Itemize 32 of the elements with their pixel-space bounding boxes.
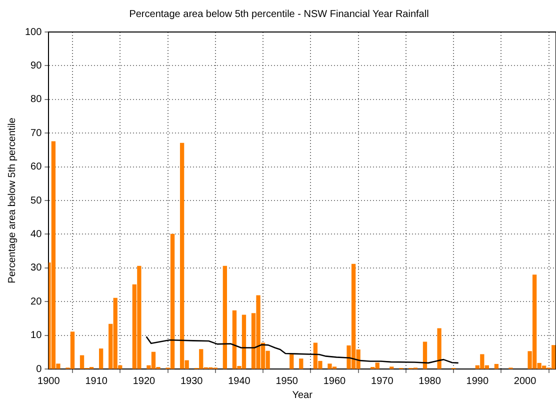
x-tick-label: 2000: [514, 376, 537, 387]
y-tick-label: 10: [30, 330, 42, 342]
y-tick-label: 30: [30, 262, 42, 274]
y-tick-label: 80: [30, 94, 42, 106]
y-axis-title: Percentage area below 5th percentile: [6, 117, 18, 284]
y-tick-label: 50: [30, 195, 42, 206]
y-tick-label: 60: [30, 162, 42, 173]
x-tick-label: 1980: [418, 376, 442, 387]
x-tick-label: 1990: [466, 376, 489, 387]
bar: [299, 358, 304, 369]
x-tick-label: 1920: [132, 376, 156, 387]
bar: [494, 364, 499, 369]
x-axis-title: Year: [292, 390, 314, 401]
bar: [422, 342, 428, 369]
bar: [222, 266, 228, 369]
bar: [99, 348, 104, 369]
x-tick-label: 1910: [85, 376, 108, 387]
x-tick-label: 1950: [276, 376, 298, 387]
y-tick-label: 90: [30, 60, 42, 72]
x-tick-label: 1900: [38, 376, 60, 387]
x-tick-label: 1960: [323, 376, 346, 387]
y-tick-label: 20: [30, 296, 42, 308]
y-tick-label: 100: [24, 26, 42, 38]
x-tick-label: 1930: [180, 376, 204, 387]
x-tick-label: 1970: [371, 376, 394, 387]
y-tick-label: 0: [36, 364, 42, 375]
x-tick-label: 1940: [228, 376, 251, 387]
bar: [437, 328, 442, 369]
bar: [290, 354, 294, 369]
chart-title: Percentage area below 5th percentile - NSW Financial Year Rainfall: [129, 8, 429, 20]
y-tick-label: 70: [30, 128, 42, 139]
y-tick-label: 40: [30, 228, 42, 240]
